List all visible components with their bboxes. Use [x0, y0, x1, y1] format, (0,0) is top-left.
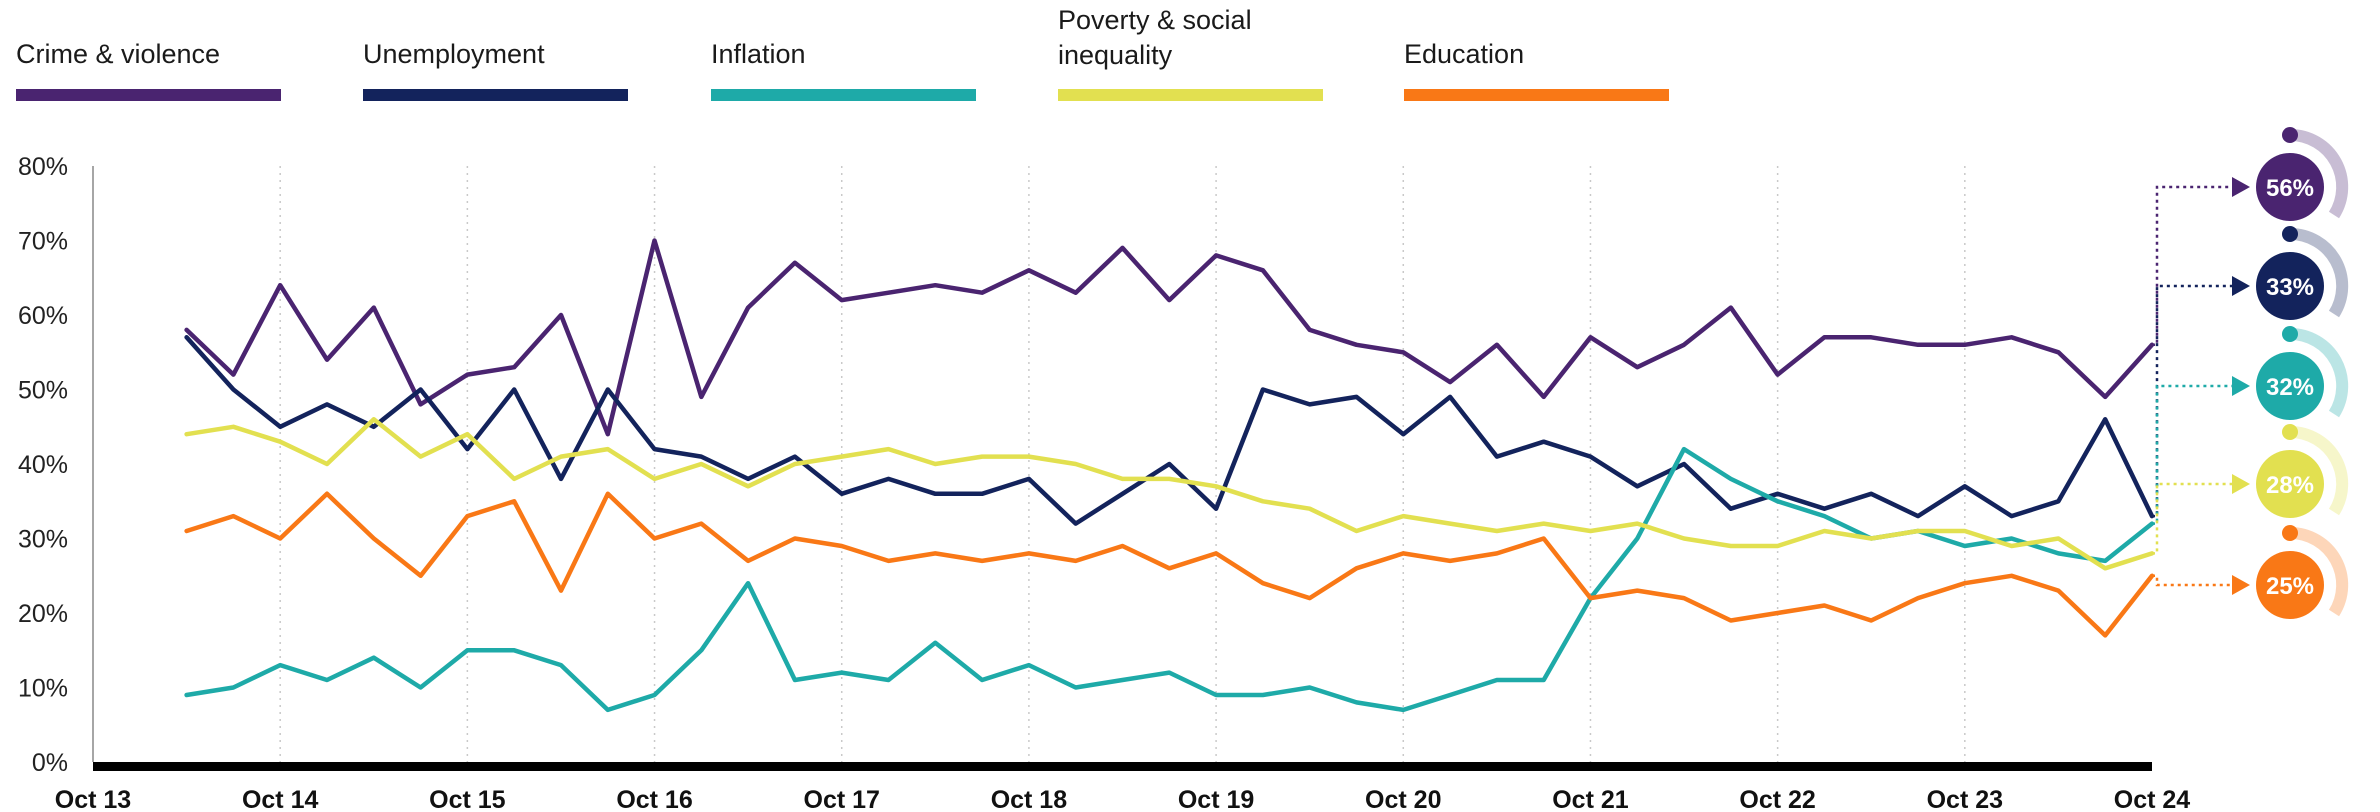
end-label-value: 32%	[2266, 374, 2314, 401]
end-label-arc	[2289, 526, 2349, 617]
end-label-connector	[2152, 284, 2232, 518]
legend-label: Poverty & social	[1058, 5, 1252, 35]
end-label-dot	[2282, 226, 2298, 242]
legend-label: Education	[1404, 39, 1524, 69]
series-lines	[184, 238, 2155, 713]
end-label-arc	[2289, 128, 2349, 219]
end-label-connector	[2152, 185, 2232, 347]
end-label-badge	[2256, 252, 2324, 320]
legend-entry: Unemployment	[363, 39, 628, 101]
end-label-dot	[2282, 326, 2298, 342]
end-label-group: 28%	[2152, 424, 2349, 555]
legend-swatch	[363, 89, 628, 101]
end-label-dot	[2282, 127, 2298, 143]
legend-label: Unemployment	[363, 39, 545, 69]
legend: Crime & violence Unemployment Inflation Pov…	[16, 5, 1669, 101]
y-tick-label: 40%	[18, 451, 68, 479]
legend-entry: Inflation	[711, 39, 976, 101]
end-label-value: 28%	[2266, 472, 2314, 499]
end-label-arrow	[2232, 474, 2250, 494]
legend-label: Crime & violence	[16, 39, 220, 69]
legend-entry: Education	[1404, 39, 1669, 101]
end-label-group: 56%	[2152, 127, 2349, 347]
end-labels: 56% 33% 32% 28% 25%	[2152, 127, 2349, 619]
legend-label: inequality	[1058, 40, 1173, 70]
end-label-badge	[2256, 450, 2324, 518]
y-tick-label: 70%	[18, 228, 68, 256]
y-tick-label: 0%	[32, 749, 68, 777]
end-label-value: 56%	[2266, 175, 2314, 202]
end-label-badge	[2256, 551, 2324, 619]
end-label-arrow	[2232, 276, 2250, 296]
x-tick-label: Oct 17	[804, 786, 880, 812]
legend-entry: Poverty & social inequality	[1058, 5, 1323, 101]
end-label-badge	[2256, 352, 2324, 420]
legend-entry: Crime & violence	[16, 39, 281, 101]
x-tick-label: Oct 24	[2114, 786, 2191, 812]
x-tick-label: Oct 15	[429, 786, 506, 812]
x-tick-label: Oct 21	[1552, 786, 1629, 812]
end-label-dot	[2282, 424, 2298, 440]
legend-swatch	[1058, 89, 1323, 101]
x-tick-label: Oct 16	[616, 786, 692, 812]
legend-swatch	[711, 89, 976, 101]
x-axis-baseline	[93, 762, 2152, 771]
series-line	[184, 491, 2155, 638]
series-line	[184, 446, 2155, 713]
end-label-arc	[2289, 227, 2349, 318]
legend-swatch	[1404, 89, 1669, 101]
x-tick-label: Oct 20	[1365, 786, 1441, 812]
end-label-value: 25%	[2266, 573, 2314, 600]
x-tick-label: Oct 23	[1927, 786, 2003, 812]
x-tick-label: Oct 22	[1739, 786, 1815, 812]
end-label-badge	[2256, 153, 2324, 221]
y-tick-label: 60%	[18, 302, 68, 330]
x-tick-label: Oct 13	[55, 786, 131, 812]
x-tick-label: Oct 19	[1178, 786, 1254, 812]
y-tick-label: 50%	[18, 377, 68, 405]
end-label-dot	[2282, 525, 2298, 541]
y-tick-label: 30%	[18, 526, 68, 554]
x-axis: Oct 13 Oct 14 Oct 15 Oct 16 Oct 17 Oct 18 Oct …	[55, 762, 2191, 812]
end-label-connector	[2152, 482, 2232, 555]
end-label-arc	[2289, 425, 2349, 516]
x-tick-label: Oct 14	[242, 786, 319, 812]
end-label-value: 33%	[2266, 274, 2314, 301]
x-tick-label: Oct 18	[991, 786, 1068, 812]
y-axis: 0% 10% 20% 30% 40% 50% 60% 70% 80%	[18, 153, 94, 777]
grid	[279, 166, 1966, 762]
legend-swatch	[16, 89, 281, 101]
series-line	[184, 335, 2155, 526]
end-label-group: 25%	[2152, 525, 2349, 619]
legend-label: Inflation	[711, 39, 806, 69]
end-label-group: 32%	[2152, 326, 2349, 525]
end-label-connector	[2152, 574, 2232, 587]
end-label-connector	[2152, 384, 2232, 525]
y-tick-label: 80%	[18, 153, 68, 181]
series-line	[184, 417, 2155, 571]
end-label-arc	[2289, 327, 2349, 418]
y-tick-label: 20%	[18, 600, 68, 628]
series-line	[184, 238, 2155, 437]
end-label-arrow	[2232, 575, 2250, 595]
end-label-arrow	[2232, 376, 2250, 396]
end-label-arrow	[2232, 177, 2250, 197]
y-tick-label: 10%	[18, 675, 68, 703]
